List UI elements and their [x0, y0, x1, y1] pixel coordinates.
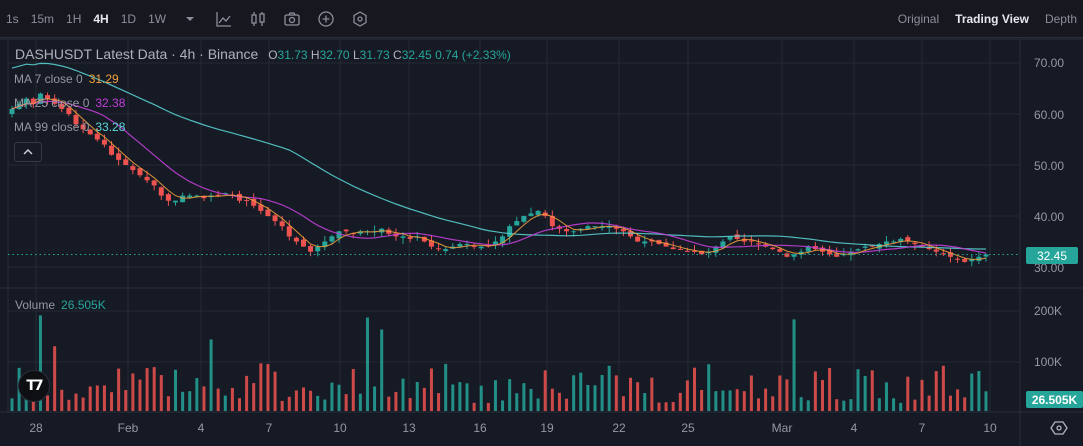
view-trading-view[interactable]: Trading View: [955, 12, 1029, 26]
close-value: 32.45: [401, 48, 432, 62]
volume-tick: 100K: [1034, 355, 1063, 369]
candle-style-icon[interactable]: [248, 9, 268, 29]
price-tick: 60.00: [1034, 108, 1065, 122]
timeframe-1w[interactable]: 1W: [148, 11, 167, 26]
symbol-legend: DASHUSDT Latest Data · 4h · Binance O31.…: [15, 46, 511, 62]
date-label: 4: [197, 421, 205, 435]
low-value: 31.73: [359, 48, 390, 62]
view-switch: Original Trading View Depth: [898, 0, 1077, 38]
date-label: 7: [265, 421, 273, 435]
volume-legend: Volume 26.505K: [15, 298, 106, 312]
volume-value: 26.505K: [61, 298, 106, 312]
date-label: 22: [612, 421, 626, 435]
date-label: 19: [540, 421, 554, 435]
price-tick: 70.00: [1034, 56, 1065, 70]
settings-icon[interactable]: [350, 9, 370, 29]
view-depth[interactable]: Depth: [1044, 12, 1077, 26]
change-value: 0.74 (+2.33%): [435, 48, 511, 62]
current-price-tag: 32.45: [1026, 247, 1078, 264]
ma99-value: 33.28: [95, 120, 126, 134]
collapse-legend-button[interactable]: [14, 142, 42, 162]
timeframe-selector: 1s 15m 1H 4H 1D 1W: [0, 12, 172, 26]
indicators-icon[interactable]: [214, 9, 234, 29]
date-label: 16: [473, 421, 487, 435]
price-tick: 30.00: [1034, 261, 1065, 275]
date-label: 10: [333, 421, 347, 435]
date-label: 10: [983, 421, 997, 435]
view-original[interactable]: Original: [897, 12, 940, 26]
ma25-legend[interactable]: MA 25 close 0 32.38: [14, 96, 126, 110]
timeframe-1s[interactable]: 1s: [6, 11, 19, 26]
price-tick: 50.00: [1034, 159, 1065, 173]
timeframe-4h[interactable]: 4H: [93, 11, 109, 26]
open-value: 31.73: [277, 48, 308, 62]
date-label: 7: [918, 421, 926, 435]
tradingview-logo[interactable]: T7: [18, 370, 50, 402]
ma7-legend[interactable]: MA 7 close 0 31.29: [14, 72, 119, 86]
ma99-legend[interactable]: MA 99 close 0 33.28: [14, 120, 126, 134]
timeframe-15m[interactable]: 15m: [30, 11, 55, 26]
price-tick: 40.00: [1034, 210, 1065, 224]
timeframe-1d[interactable]: 1D: [120, 11, 137, 26]
current-volume-tag: 26.505K: [1026, 391, 1083, 408]
symbol-title: DASHUSDT Latest Data · 4h · Binance: [15, 46, 259, 62]
date-label: 4: [850, 421, 858, 435]
date-label: Mar: [771, 421, 793, 435]
date-label: 28: [29, 421, 43, 435]
date-label: 25: [681, 421, 695, 435]
ma25-value: 32.38: [95, 96, 126, 110]
date-label: 13: [402, 421, 416, 435]
camera-icon[interactable]: [282, 9, 302, 29]
chart-toolbar: 1s 15m 1H 4H 1D 1W Original Trading View Dept…: [0, 0, 1083, 38]
chevron-up-icon: [23, 149, 33, 155]
ma7-value: 31.29: [88, 72, 119, 86]
chart-settings-icon[interactable]: [1050, 419, 1068, 437]
high-value: 32.70: [319, 48, 350, 62]
add-icon[interactable]: [316, 9, 336, 29]
date-label: Feb: [117, 421, 139, 435]
volume-tick: 200K: [1034, 304, 1063, 318]
timeframe-1h[interactable]: 1H: [66, 11, 82, 26]
dropdown-caret-icon[interactable]: [180, 9, 200, 29]
